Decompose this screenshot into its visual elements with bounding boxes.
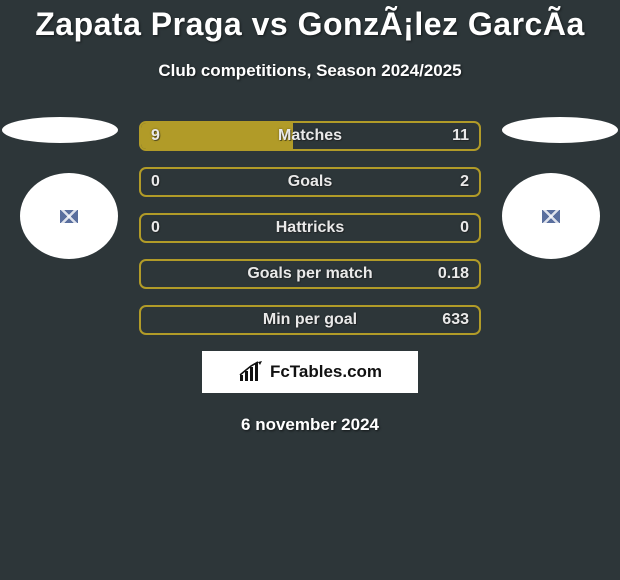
stat-right-value: 0 (460, 215, 469, 241)
player-left-flag-icon (60, 210, 78, 223)
player-left-halo-icon (2, 117, 118, 143)
stat-label: Matches (141, 123, 479, 149)
stat-label: Min per goal (141, 307, 479, 333)
stat-bars: 9Matches110Goals20Hattricks0Goals per ma… (139, 121, 481, 335)
player-right-flag-icon (542, 210, 560, 223)
stat-bar: 0Hattricks0 (139, 213, 481, 243)
stat-label: Goals (141, 169, 479, 195)
player-right-halo-icon (502, 117, 618, 143)
stat-right-value: 633 (442, 307, 469, 333)
stat-bar: Goals per match0.18 (139, 259, 481, 289)
brand-logo-icon (238, 361, 264, 383)
comparison-card: Zapata Praga vs GonzÃ¡lez GarcÃ­a Club c… (0, 0, 620, 435)
stat-right-value: 11 (452, 123, 469, 149)
player-right-badge (502, 173, 600, 259)
brand-label: FcTables.com (270, 362, 382, 382)
stat-bar: 0Goals2 (139, 167, 481, 197)
player-left-badge (20, 173, 118, 259)
stat-label: Hattricks (141, 215, 479, 241)
stat-right-value: 0.18 (438, 261, 469, 287)
snapshot-date: 6 november 2024 (0, 415, 620, 435)
stat-label: Goals per match (141, 261, 479, 287)
page-title: Zapata Praga vs GonzÃ¡lez GarcÃ­a (0, 0, 620, 43)
brand-box: FcTables.com (202, 351, 418, 393)
stat-right-value: 2 (460, 169, 469, 195)
stat-bar: Min per goal633 (139, 305, 481, 335)
stats-stage: 9Matches110Goals20Hattricks0Goals per ma… (0, 121, 620, 435)
stat-bar: 9Matches11 (139, 121, 481, 151)
subtitle: Club competitions, Season 2024/2025 (0, 61, 620, 81)
